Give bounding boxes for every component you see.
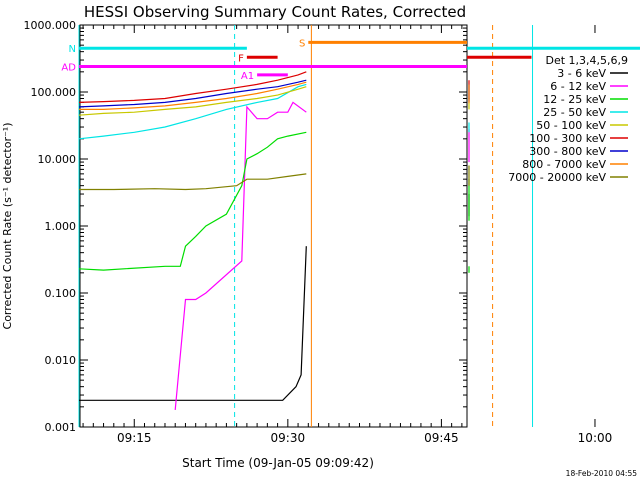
x-tick-label: 09:15 <box>117 431 152 445</box>
series-line-8 <box>79 173 307 191</box>
legend-label: 3 - 6 keV <box>557 67 606 80</box>
y-tick-label: 1000.000 <box>24 19 77 32</box>
legend-label: 50 - 100 keV <box>536 119 606 132</box>
x-tick-label: 09:30 <box>271 431 306 445</box>
flag-label-f: F <box>238 53 244 64</box>
flag-label-a1: A1 <box>241 71 254 82</box>
y-axis-label: Corrected Count Rate (s⁻¹ detector⁻¹) <box>1 123 14 330</box>
legend-label: 25 - 50 keV <box>543 106 606 119</box>
plot-frame <box>79 24 468 428</box>
x-axis-label: Start Time (09-Jan-05 09:09:42) <box>182 456 374 470</box>
y-tick-label: 10.000 <box>38 153 77 166</box>
legend-title: Det 1,3,4,5,6,9 <box>545 54 628 67</box>
flag-label-s: S <box>299 38 305 49</box>
y-axis: 1000.000 100.000 10.000 1.000 0.100 0.010 0.00… <box>24 19 467 434</box>
series-lines <box>78 71 470 410</box>
flag-label-ad: AD <box>61 63 76 74</box>
series-line-7 <box>79 81 307 111</box>
y-tick-label: 100.000 <box>31 86 77 99</box>
vertical-markers <box>78 25 534 427</box>
chart-title: HESSI Observing Summary Count Rates, Cor… <box>84 3 466 21</box>
legend-label: 100 - 300 keV <box>529 132 606 145</box>
series-line-6 <box>78 79 307 108</box>
y-tick-label: 0.001 <box>45 421 77 434</box>
series-line-1 <box>174 101 307 410</box>
series-line-4 <box>78 86 307 116</box>
footer-timestamp: 18-Feb-2010 04:55 <box>566 469 638 478</box>
y-tick-label: 0.010 <box>45 354 77 367</box>
flag-label-n: N <box>68 44 75 55</box>
x-tick-label: 10:00 <box>578 431 613 445</box>
y-tick-label: 1.000 <box>45 220 77 233</box>
legend-label: 300 - 800 keV <box>529 145 606 158</box>
y-tick-label: 0.100 <box>45 287 77 300</box>
x-tick-label: 09:45 <box>424 431 459 445</box>
series-line-2 <box>78 131 307 271</box>
series-line-3 <box>78 83 307 140</box>
series-line-0 <box>79 246 307 401</box>
legend-label: 7000 - 20000 keV <box>508 171 606 184</box>
legend-label: 6 - 12 keV <box>550 80 606 93</box>
status-flags: N S F AD A1 <box>61 38 640 82</box>
series-line-5 <box>78 71 307 103</box>
legend-label: 800 - 7000 keV <box>522 158 606 171</box>
legend-label: 12 - 25 keV <box>543 93 606 106</box>
